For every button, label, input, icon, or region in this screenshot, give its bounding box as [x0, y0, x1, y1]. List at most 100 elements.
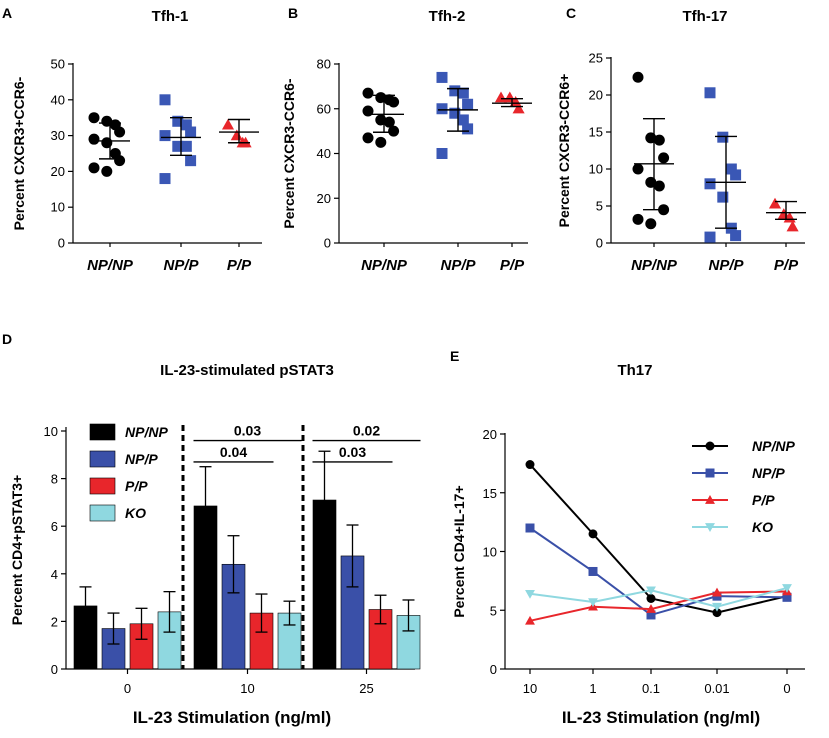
- y-tick-label: 0: [58, 236, 65, 251]
- legend-marker: [705, 495, 715, 504]
- p-value-label: 0.04: [220, 444, 247, 460]
- legend-swatch: [89, 450, 116, 468]
- data-point: [436, 148, 448, 159]
- legend: NP/NP NP/P P/P KO: [89, 423, 168, 522]
- data-point: [449, 85, 461, 97]
- data-point: [221, 118, 235, 130]
- data-point: [712, 587, 722, 597]
- panel-letter: B: [288, 5, 298, 21]
- y-tick-label: 8: [51, 472, 58, 487]
- x-category-label: 10: [523, 681, 537, 696]
- legend-swatch: [89, 504, 116, 522]
- legend-marker: [705, 523, 715, 532]
- legend-label: P/P: [752, 492, 775, 508]
- panel-letter: A: [2, 5, 12, 21]
- legend-label: P/P: [125, 478, 148, 494]
- y-tick-label: 2: [51, 614, 58, 629]
- data-point: [782, 584, 792, 593]
- x-axis-label: IL-23 Stimulation (ng/ml): [562, 708, 760, 727]
- chart-title: Tfh-2: [429, 8, 466, 25]
- legend-swatch: [89, 477, 116, 495]
- y-tick-label: 40: [51, 92, 65, 107]
- data-point: [730, 169, 742, 181]
- data-point: [436, 71, 448, 83]
- x-category-label: 0: [783, 681, 790, 696]
- data-point: [185, 155, 197, 167]
- data-point: [180, 119, 192, 131]
- data-point: [704, 178, 716, 190]
- panel-e: E Th17 Percent CD4+IL-17+ IL-23 Stimulation…: [450, 348, 805, 727]
- panel-letter: E: [450, 348, 459, 364]
- chart-title: Th17: [617, 362, 652, 379]
- data-point: [159, 94, 171, 106]
- data-point: [588, 566, 598, 576]
- data-point: [375, 136, 387, 148]
- data-point: [462, 123, 474, 135]
- x-category-label: 10: [240, 681, 254, 696]
- data-point: [632, 213, 644, 225]
- data-point: [436, 103, 448, 115]
- data-point: [88, 112, 100, 124]
- y-tick-label: 10: [483, 545, 497, 560]
- data-point: [782, 592, 792, 602]
- panel-d: D IL-23-stimulated pSTAT3 Percent CD4+pSTA…: [2, 331, 421, 727]
- data-point: [114, 155, 126, 167]
- y-tick-label: 40: [317, 146, 331, 161]
- series-line: [529, 463, 788, 614]
- panel-a: A Tfh-1 Percent CXCR3+CCR6- 0 10 20 30 40 50 NP/N…: [2, 5, 262, 274]
- x-category-label: P/P: [774, 257, 799, 274]
- data-point: [717, 191, 729, 203]
- data-point: [646, 610, 656, 620]
- legend-marker: [705, 441, 715, 451]
- data-point: [101, 165, 113, 177]
- chart-title: Tfh-1: [152, 8, 189, 25]
- data-point: [383, 116, 395, 128]
- x-category-label: 0.01: [704, 681, 729, 696]
- x-category-label: 25: [359, 681, 373, 696]
- y-tick-label: 0: [51, 662, 58, 677]
- data-point: [159, 173, 171, 185]
- series-line: [529, 527, 788, 617]
- data-point: [658, 152, 670, 164]
- y-tick-label: 50: [51, 57, 65, 72]
- data-point: [632, 163, 644, 175]
- legend-label: NP/NP: [752, 438, 795, 454]
- y-tick-label: 0: [324, 236, 331, 251]
- y-tick-label: 10: [44, 424, 58, 439]
- x-category-label: P/P: [500, 257, 525, 274]
- data-point: [653, 180, 665, 192]
- data-point: [525, 460, 535, 470]
- data-point: [646, 594, 656, 603]
- legend-label: KO: [752, 519, 773, 535]
- x-axis-label: IL-23 Stimulation (ng/ml): [133, 708, 331, 727]
- chart-title: IL-23-stimulated pSTAT3: [160, 362, 334, 379]
- y-axis-label: Percent CD4+pSTAT3+: [9, 475, 25, 625]
- data-point: [180, 140, 192, 152]
- legend-swatch: [89, 423, 116, 441]
- chart-title: Tfh-17: [683, 8, 728, 25]
- y-tick-label: 10: [51, 200, 65, 215]
- data-point: [88, 133, 100, 145]
- data-point: [768, 197, 782, 209]
- y-tick-label: 4: [51, 567, 58, 582]
- x-category-label: 0.1: [642, 681, 660, 696]
- data-point: [645, 218, 657, 230]
- y-axis-label: Percent CXCR3+CCR6-: [11, 76, 27, 230]
- data-point: [114, 126, 126, 138]
- y-tick-label: 20: [51, 164, 65, 179]
- data-point: [712, 602, 722, 612]
- panel-c: C Tfh-17 Percent CXCR3-CCR6+ 0 5 10 15 20 25 NP/N…: [556, 5, 806, 274]
- data-point: [462, 98, 474, 110]
- y-tick-label: 15: [483, 486, 497, 501]
- legend-label: NP/P: [125, 451, 158, 467]
- data-point: [449, 107, 461, 119]
- data-point: [646, 586, 656, 596]
- x-category-label: NP/P: [440, 257, 476, 274]
- data-point: [159, 130, 171, 142]
- p-value-label: 0.03: [339, 444, 366, 460]
- legend: NP/NP NP/P P/P KO: [692, 438, 795, 535]
- data-point: [88, 162, 100, 174]
- data-point: [717, 131, 729, 143]
- data-point: [388, 96, 400, 108]
